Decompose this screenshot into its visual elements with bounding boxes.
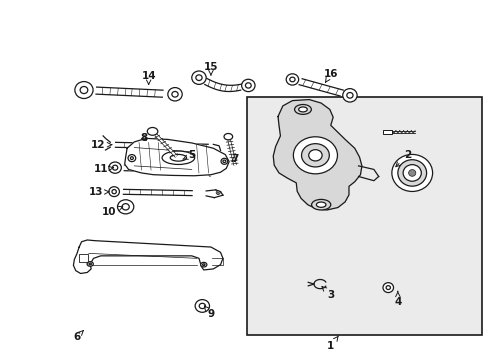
Ellipse shape	[112, 165, 118, 170]
Ellipse shape	[122, 204, 129, 210]
Ellipse shape	[195, 300, 209, 312]
Ellipse shape	[130, 157, 133, 159]
Text: 6: 6	[73, 330, 83, 342]
Ellipse shape	[397, 160, 426, 186]
Text: 4: 4	[393, 291, 401, 307]
Ellipse shape	[112, 189, 116, 194]
Ellipse shape	[75, 82, 93, 99]
Text: 10: 10	[102, 206, 122, 217]
Text: 2: 2	[395, 150, 410, 167]
Ellipse shape	[342, 89, 356, 102]
Bar	[383, 130, 391, 134]
Ellipse shape	[241, 79, 255, 92]
Ellipse shape	[382, 283, 393, 293]
Ellipse shape	[386, 286, 389, 289]
Ellipse shape	[285, 74, 298, 85]
Ellipse shape	[408, 170, 415, 176]
Text: 16: 16	[323, 69, 337, 82]
Ellipse shape	[221, 158, 227, 164]
Ellipse shape	[87, 262, 93, 266]
Text: 1: 1	[326, 336, 338, 351]
Ellipse shape	[245, 83, 251, 88]
Ellipse shape	[224, 134, 232, 140]
Ellipse shape	[128, 154, 136, 162]
Text: 15: 15	[203, 62, 218, 75]
Ellipse shape	[200, 262, 206, 267]
Ellipse shape	[196, 75, 202, 81]
Text: 9: 9	[204, 306, 214, 319]
Ellipse shape	[147, 127, 158, 135]
Ellipse shape	[162, 151, 194, 165]
Ellipse shape	[191, 71, 206, 84]
Ellipse shape	[109, 187, 119, 197]
Ellipse shape	[167, 87, 182, 101]
Ellipse shape	[391, 154, 432, 192]
Ellipse shape	[301, 144, 328, 167]
Ellipse shape	[316, 202, 325, 207]
Ellipse shape	[289, 77, 294, 82]
Ellipse shape	[311, 199, 330, 210]
Ellipse shape	[293, 137, 337, 174]
Ellipse shape	[117, 200, 134, 214]
Ellipse shape	[402, 165, 421, 181]
Text: 3: 3	[321, 287, 334, 300]
Text: 7: 7	[231, 154, 238, 164]
Polygon shape	[273, 100, 361, 210]
Ellipse shape	[298, 107, 306, 112]
Ellipse shape	[109, 162, 121, 173]
Text: 11: 11	[93, 165, 113, 174]
Text: 8: 8	[140, 133, 147, 143]
Ellipse shape	[294, 104, 311, 114]
Text: 5: 5	[183, 150, 195, 160]
Ellipse shape	[308, 150, 322, 161]
Ellipse shape	[346, 93, 352, 98]
Polygon shape	[124, 138, 229, 176]
Bar	[246, 97, 481, 335]
Text: 14: 14	[141, 71, 156, 84]
Ellipse shape	[89, 263, 91, 265]
Ellipse shape	[170, 154, 186, 161]
Ellipse shape	[199, 303, 205, 309]
Ellipse shape	[172, 91, 178, 97]
Ellipse shape	[80, 86, 88, 94]
Text: 13: 13	[88, 187, 109, 197]
Text: 12: 12	[91, 140, 111, 150]
Polygon shape	[73, 240, 223, 274]
Ellipse shape	[202, 264, 204, 266]
Ellipse shape	[216, 191, 220, 194]
Ellipse shape	[223, 160, 225, 162]
Ellipse shape	[217, 192, 219, 193]
Bar	[79, 254, 88, 262]
